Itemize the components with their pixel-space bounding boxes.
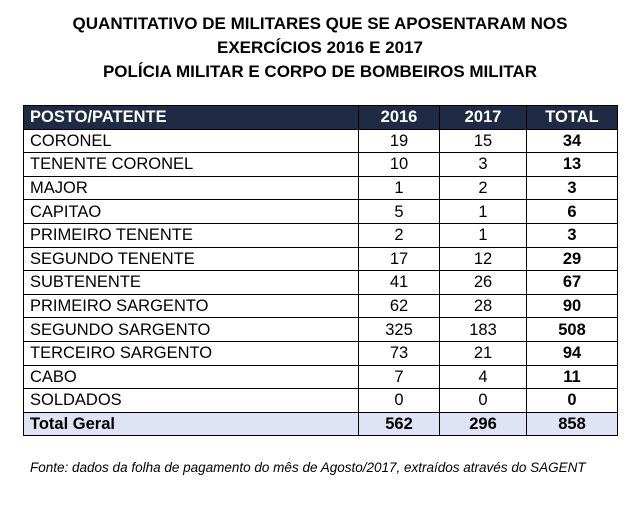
value-2017-cell: 1 xyxy=(439,199,527,224)
rank-cell: CABO xyxy=(23,364,359,390)
table-row: PRIMEIRO TENENTE 2 1 3 xyxy=(23,222,618,248)
title-line-3: POLÍCIA MILITAR E CORPO DE BOMBEIROS MIL… xyxy=(102,62,538,81)
value-2017-cell: 0 xyxy=(439,388,527,413)
value-2017-cell: 2 xyxy=(439,175,527,201)
total-cell: 508 xyxy=(526,317,618,342)
value-2017-cell: 3 xyxy=(439,152,527,177)
total-cell: 94 xyxy=(526,340,618,366)
value-2017-cell: 12 xyxy=(439,246,527,272)
header-2017: 2017 xyxy=(439,105,527,130)
table-row: CAPITAO 5 1 6 xyxy=(23,199,618,224)
table-row: CORONEL 19 15 34 xyxy=(23,128,618,154)
value-2016-cell: 73 xyxy=(358,340,440,366)
rank-cell: CAPITAO xyxy=(23,199,359,224)
total-row: Total Geral 562 296 858 xyxy=(23,411,618,437)
total-label: Total Geral xyxy=(23,411,359,437)
value-2016-cell: 41 xyxy=(358,270,440,295)
grand-total-cell: 858 xyxy=(526,411,618,437)
rank-cell: SEGUNDO TENENTE xyxy=(23,246,359,272)
value-2016-cell: 2 xyxy=(358,222,440,248)
value-2016-cell: 10 xyxy=(358,152,440,177)
value-2017-cell: 28 xyxy=(439,293,527,319)
value-2016-cell: 7 xyxy=(358,364,440,390)
rank-cell: PRIMEIRO TENENTE xyxy=(23,222,359,248)
table-row: SUBTENENTE 41 26 67 xyxy=(23,270,618,295)
title-line-2: EXERCÍCIOS 2016 E 2017 xyxy=(216,38,423,57)
rank-cell: SEGUNDO SARGENTO xyxy=(23,317,359,342)
value-2016-cell: 1 xyxy=(358,175,440,201)
rank-cell: TENENTE CORONEL xyxy=(23,152,359,177)
rank-cell: SUBTENENTE xyxy=(23,270,359,295)
total-cell: 6 xyxy=(526,199,618,224)
total-cell: 29 xyxy=(526,246,618,272)
table-row: SOLDADOS 0 0 0 xyxy=(23,388,618,413)
value-2016-cell: 62 xyxy=(358,293,440,319)
value-2017-cell: 183 xyxy=(439,317,527,342)
value-2017-cell: 4 xyxy=(439,364,527,390)
total-cell: 90 xyxy=(526,293,618,319)
value-2017-cell: 21 xyxy=(439,340,527,366)
rank-cell: PRIMEIRO SARGENTO xyxy=(23,293,359,319)
rank-cell: CORONEL xyxy=(23,128,359,154)
header-2016: 2016 xyxy=(358,105,440,130)
total-cell: 34 xyxy=(526,128,618,154)
header-rank: POSTO/PATENTE xyxy=(23,105,359,130)
table-row: TERCEIRO SARGENTO 73 21 94 xyxy=(23,340,618,366)
rank-cell: SOLDADOS xyxy=(23,388,359,413)
source-note: Fonte: dados da folha de pagamento do mê… xyxy=(30,460,586,475)
total-cell: 3 xyxy=(526,175,618,201)
table-row: TENENTE CORONEL 10 3 13 xyxy=(23,152,618,177)
total-2016-cell: 562 xyxy=(358,411,440,437)
value-2016-cell: 19 xyxy=(358,128,440,154)
total-cell: 0 xyxy=(526,388,618,413)
total-cell: 11 xyxy=(526,364,618,390)
rank-cell: TERCEIRO SARGENTO xyxy=(23,340,359,366)
table-row: SEGUNDO TENENTE 17 12 29 xyxy=(23,246,618,272)
rank-cell: MAJOR xyxy=(23,175,359,201)
table-header-row: POSTO/PATENTE 2016 2017 TOTAL xyxy=(23,105,618,130)
total-cell: 67 xyxy=(526,270,618,295)
table-row: MAJOR 1 2 3 xyxy=(23,175,618,201)
table-row: SEGUNDO SARGENTO 325 183 508 xyxy=(23,317,618,342)
table-row: CABO 7 4 11 xyxy=(23,364,618,390)
document-title: QUANTITATIVO DE MILITARES QUE SE APOSENT… xyxy=(0,12,640,84)
total-cell: 13 xyxy=(526,152,618,177)
value-2017-cell: 15 xyxy=(439,128,527,154)
table-row: PRIMEIRO SARGENTO 62 28 90 xyxy=(23,293,618,319)
value-2017-cell: 26 xyxy=(439,270,527,295)
value-2016-cell: 17 xyxy=(358,246,440,272)
value-2016-cell: 325 xyxy=(358,317,440,342)
value-2016-cell: 5 xyxy=(358,199,440,224)
retirement-table: POSTO/PATENTE 2016 2017 TOTAL CORONEL 19… xyxy=(23,105,618,437)
total-cell: 3 xyxy=(526,222,618,248)
total-2017-cell: 296 xyxy=(439,411,527,437)
value-2017-cell: 1 xyxy=(439,222,527,248)
value-2016-cell: 0 xyxy=(358,388,440,413)
title-line-1: QUANTITATIVO DE MILITARES QUE SE APOSENT… xyxy=(72,14,568,33)
header-total: TOTAL xyxy=(526,105,618,130)
